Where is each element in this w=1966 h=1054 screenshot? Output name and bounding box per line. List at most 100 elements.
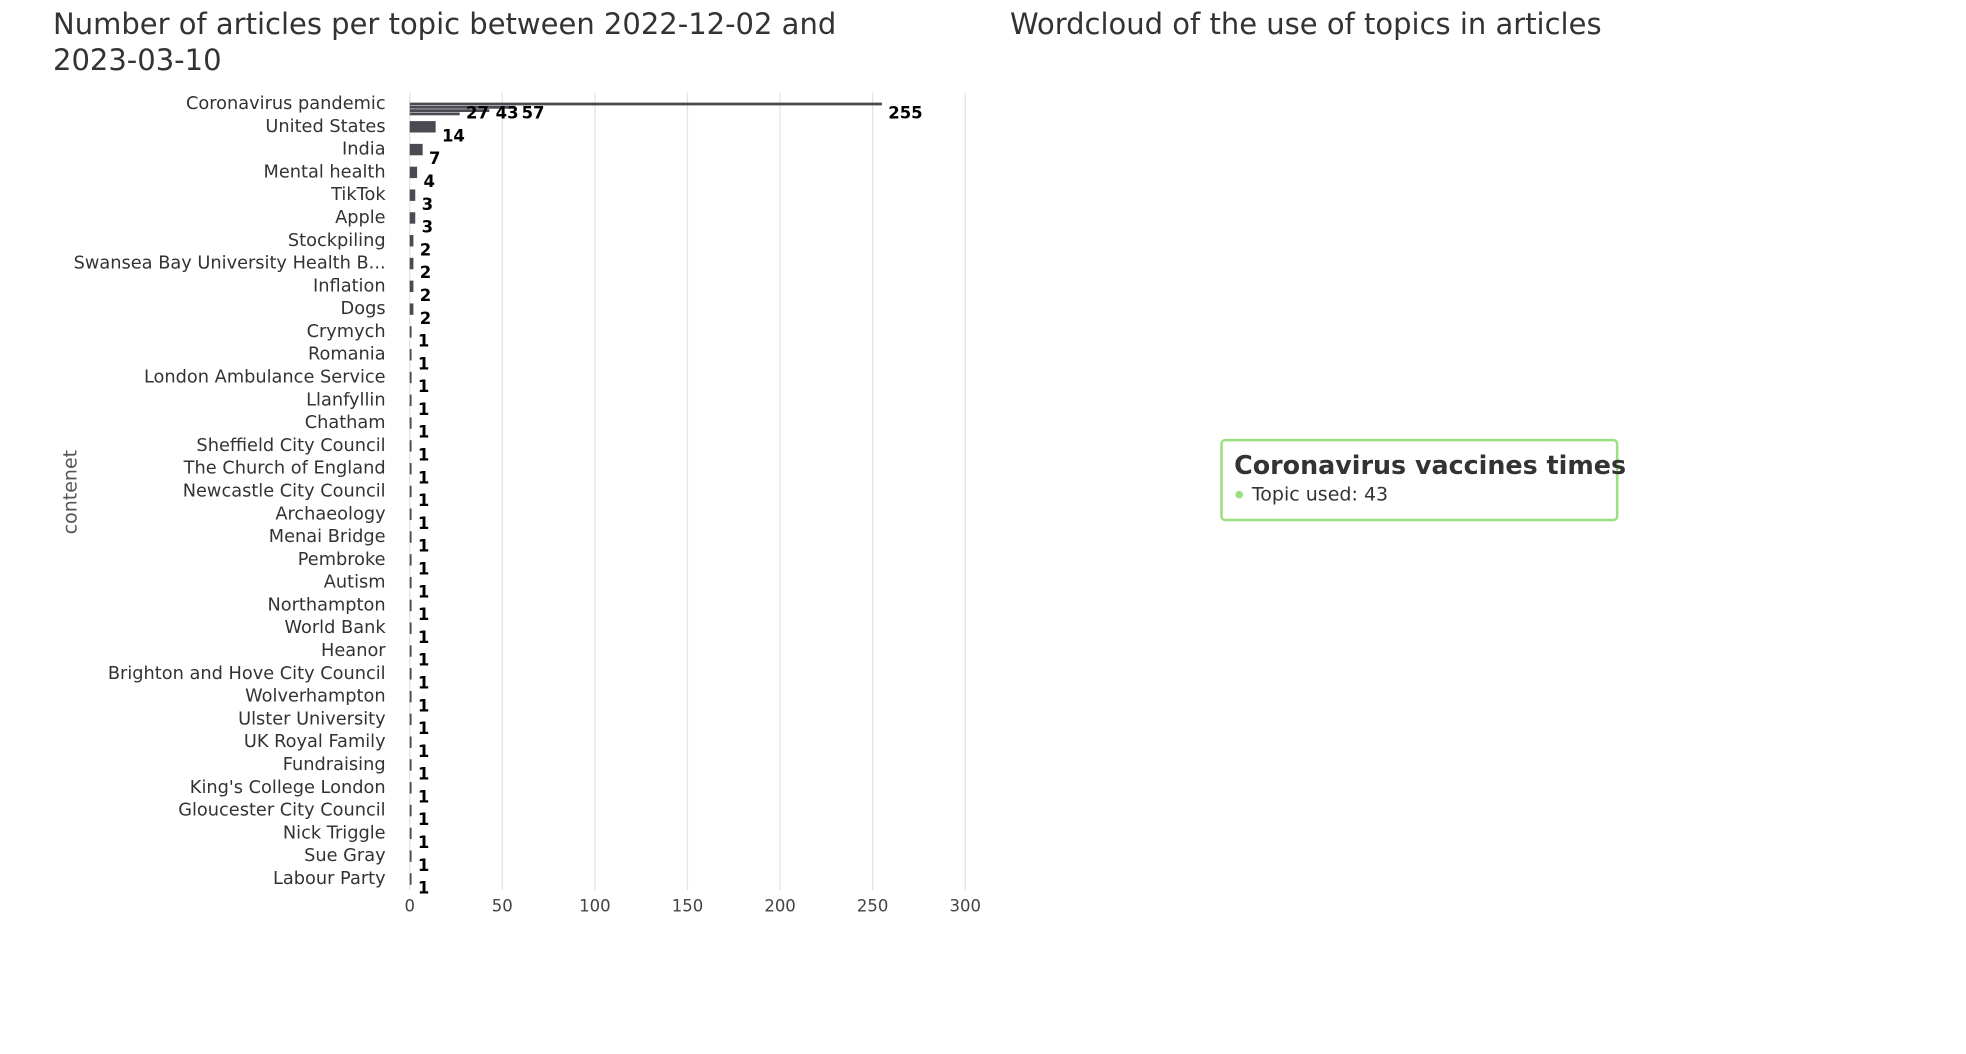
data-label: 2 — [420, 240, 431, 259]
y-tick-label: Coronavirus pandemic — [186, 94, 386, 114]
bar — [409, 462, 412, 475]
y-tick-label: Sue Gray — [304, 846, 386, 866]
wordcloud-title: Wordcloud of the use of topics in articl… — [1010, 7, 1602, 41]
bar — [409, 804, 412, 817]
y-tick-label: The Church of England — [183, 459, 386, 479]
data-label: 1 — [418, 423, 429, 442]
data-label: 1 — [418, 742, 429, 761]
tooltip-box — [1220, 438, 1619, 522]
y-tick-label: India — [342, 140, 386, 160]
bar — [409, 121, 436, 133]
y-tick-label: Crymych — [307, 322, 386, 342]
x-tick-label: 100 — [579, 896, 610, 915]
data-label: 7 — [429, 149, 440, 168]
bar — [409, 166, 418, 179]
tooltip-label: Topic used: — [1251, 483, 1358, 505]
y-tick-label: Dogs — [341, 299, 386, 319]
y-tick-label: Romania — [308, 345, 386, 365]
y-tick-label: Heanor — [321, 641, 386, 661]
y-tick-label: Sheffield City Council — [196, 436, 385, 456]
y-tick-label: Stockpiling — [288, 231, 386, 251]
x-tick-label: 250 — [857, 896, 888, 915]
bar — [409, 189, 416, 201]
bar — [409, 105, 516, 109]
tooltip-dot — [1235, 490, 1244, 499]
data-label: 1 — [418, 765, 429, 784]
data-label: 1 — [418, 491, 429, 510]
bar — [409, 531, 412, 543]
bar — [409, 394, 412, 407]
bar — [409, 645, 412, 657]
y-tick-label: World Bank — [285, 618, 387, 638]
y-tick-label: Mental health — [264, 162, 386, 182]
y-tick-label: Wolverhampton — [245, 687, 385, 707]
y-tick-label: TikTok — [330, 185, 386, 205]
data-label: 14 — [442, 126, 465, 145]
bar — [409, 508, 412, 520]
y-tick-label: Swansea Bay University Health B... — [74, 254, 386, 274]
y-tick-label: Fundraising — [283, 755, 386, 775]
y-tick-label: Archaeology — [275, 504, 385, 524]
x-tick-label: 200 — [764, 896, 795, 915]
data-label: 1 — [418, 810, 429, 829]
y-axis-label: contenet — [60, 450, 82, 535]
chart-title: Number of articles per topic between 202… — [53, 7, 837, 77]
data-label: 2 — [420, 286, 431, 305]
bar — [409, 417, 412, 429]
bar — [409, 485, 412, 498]
bar — [409, 280, 414, 293]
data-label: 3 — [422, 195, 433, 214]
y-tick-label: UK Royal Family — [244, 732, 386, 752]
tooltip: Coronavirus vaccines times Topic used: 4… — [1220, 438, 1626, 522]
data-label: 1 — [418, 856, 429, 875]
bar — [409, 109, 490, 112]
bar — [409, 759, 412, 771]
x-tick-label: 50 — [492, 896, 513, 915]
y-tick-label: Autism — [324, 573, 386, 593]
y-tick-label: London Ambulance Service — [144, 368, 386, 388]
data-label: 3 — [422, 218, 433, 237]
bar — [409, 827, 412, 840]
y-tick-label: Menai Bridge — [269, 527, 386, 547]
tooltip-title: Coronavirus vaccines times — [1234, 450, 1626, 480]
bar — [409, 143, 423, 156]
bar — [409, 713, 412, 726]
data-label: 2 — [420, 263, 431, 282]
data-label: 27 — [466, 104, 489, 123]
data-label: 4 — [423, 172, 434, 191]
y-tick-label: Inflation — [313, 276, 386, 296]
tooltip-text: Topic used: 43 — [1251, 483, 1388, 505]
data-label: 1 — [418, 400, 429, 419]
bar — [409, 736, 412, 748]
data-label: 1 — [418, 582, 429, 601]
data-label: 1 — [418, 879, 429, 898]
y-tick-label: Pembroke — [298, 550, 386, 570]
y-tick-label: Brighton and Hove City Council — [108, 664, 386, 684]
data-label: 1 — [418, 605, 429, 624]
bar — [409, 112, 460, 116]
bar — [409, 212, 416, 224]
bar — [409, 235, 414, 247]
data-label: 57 — [522, 104, 545, 123]
bar — [409, 622, 412, 634]
data-label: 1 — [418, 377, 429, 396]
bar — [409, 102, 882, 106]
data-label: 1 — [418, 514, 429, 533]
bar — [409, 576, 412, 589]
data-label: 1 — [418, 696, 429, 715]
y-tick-label: United States — [265, 117, 385, 137]
bar — [409, 554, 412, 566]
data-label: 1 — [418, 446, 429, 465]
y-tick-label: Northampton — [267, 595, 385, 615]
data-label: 1 — [418, 787, 429, 806]
data-label: 1 — [418, 651, 429, 670]
bar — [409, 257, 414, 270]
bar — [409, 690, 412, 703]
x-tick-label: 0 — [404, 896, 414, 915]
data-label: 1 — [418, 719, 429, 738]
y-tick-label: Llanfyllin — [306, 390, 385, 410]
x-tick-label: 150 — [672, 896, 703, 915]
tooltip-value: 43 — [1364, 483, 1388, 505]
